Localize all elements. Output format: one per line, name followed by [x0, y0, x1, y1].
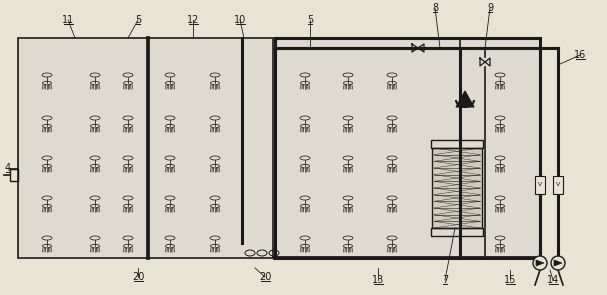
Text: V: V [538, 183, 542, 188]
Bar [535, 176, 545, 194]
Polygon shape [554, 260, 562, 266]
Text: 5: 5 [307, 15, 313, 25]
Text: 12: 12 [187, 15, 199, 25]
Bar [431, 140, 483, 148]
Text: 11: 11 [62, 15, 74, 25]
Text: 4: 4 [5, 163, 11, 173]
Bar [18, 38, 273, 258]
Text: 14: 14 [547, 275, 559, 285]
Text: 7: 7 [442, 275, 448, 285]
Text: 16: 16 [574, 50, 586, 60]
Text: 8: 8 [432, 3, 438, 13]
Text: 20: 20 [259, 272, 271, 282]
Text: V: V [556, 183, 560, 188]
Bar [10, 169, 18, 181]
Polygon shape [456, 91, 474, 107]
Text: 15: 15 [504, 275, 516, 285]
Text: 20: 20 [132, 272, 144, 282]
Polygon shape [536, 260, 544, 266]
Text: 13: 13 [372, 275, 384, 285]
Text: 10: 10 [234, 15, 246, 25]
Bar [553, 176, 563, 194]
Text: 5: 5 [135, 15, 141, 25]
Circle shape [533, 256, 547, 270]
Bar [275, 38, 540, 258]
Bar [431, 228, 483, 236]
Circle shape [551, 256, 565, 270]
Text: 9: 9 [487, 3, 493, 13]
Bar [432, 148, 482, 228]
